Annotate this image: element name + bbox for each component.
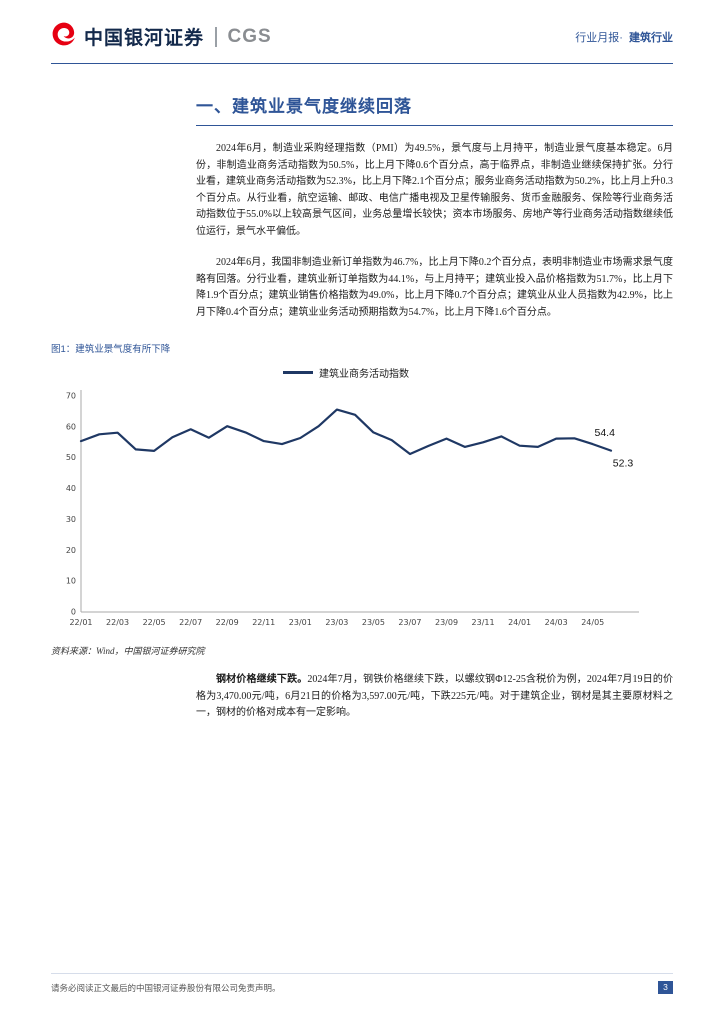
figure-caption: 图1：建筑业景气度有所下降 [51, 344, 171, 355]
svg-text:23/01: 23/01 [289, 618, 312, 627]
svg-text:22/05: 22/05 [143, 618, 166, 627]
paragraph-pmi: 2024年6月，制造业采购经理指数（PMI）为49.5%，景气度与上月持平，制造… [196, 143, 673, 237]
steel-body: 2024年7月，钢铁价格继续下跌，以螺纹钢Φ12-25含税价为例，2024年7月… [196, 674, 674, 718]
figure-chart: 建筑业商务活动指数 0 10 20 30 40 50 60 70 22/01 22/03 22/05… [51, 365, 673, 640]
disclaimer-text: 请务必阅读正文最后的中国银河证券股份有限公司免责声明。 [51, 982, 281, 993]
svg-text:0: 0 [71, 608, 76, 617]
report-type: 行业月报· [575, 31, 623, 44]
paragraph-neworders: 2024年6月，我国非制造业新订单指数为46.7%，比上月下降0.2个百分点，表… [196, 257, 673, 318]
paragraph-steel: 钢材价格继续下跌。2024年7月，钢铁价格继续下跌，以螺纹钢Φ12-25含税价为… [196, 672, 673, 722]
brand-name-cn: 中国银河证券 [84, 28, 205, 49]
svg-text:22/03: 22/03 [106, 618, 129, 627]
svg-text:60: 60 [66, 422, 76, 431]
brand-logo: 中国银河证券 CGS [51, 21, 272, 52]
main-content: 一、建筑业景气度继续回落 2024年6月，制造业采购经理指数（PMI）为49.5… [51, 92, 673, 722]
chart-legend: 建筑业商务活动指数 [51, 365, 641, 380]
svg-text:23/03: 23/03 [325, 618, 348, 627]
svg-text:54.4: 54.4 [595, 427, 616, 439]
page-header: 中国银河证券 CGS 行业月报· 建筑行业 [51, 20, 673, 64]
section-title-block: 一、建筑业景气度继续回落 [196, 92, 673, 126]
svg-text:30: 30 [66, 515, 76, 524]
legend-line-swatch [283, 371, 313, 374]
svg-text:52.3: 52.3 [613, 458, 634, 470]
svg-text:23/07: 23/07 [398, 618, 421, 627]
page-number-badge: 3 [658, 981, 673, 994]
svg-text:10: 10 [66, 577, 76, 586]
svg-text:22/01: 22/01 [69, 618, 92, 627]
page-footer: 请务必阅读正文最后的中国银河证券股份有限公司免责声明。 3 [51, 973, 673, 994]
svg-text:22/09: 22/09 [216, 618, 239, 627]
svg-text:24/01: 24/01 [508, 618, 531, 627]
report-type-label: 行业月报· 建筑行业 [575, 29, 673, 45]
galaxy-swirl-icon [51, 21, 77, 52]
brand-name-en: CGS [227, 25, 272, 47]
industry-name: 建筑行业 [629, 31, 673, 44]
svg-text:40: 40 [66, 484, 76, 493]
svg-text:50: 50 [66, 453, 76, 462]
line-chart: 0 10 20 30 40 50 60 70 22/01 22/03 22/05 22/07 22/09… [66, 390, 639, 627]
svg-text:24/05: 24/05 [581, 618, 604, 627]
svg-text:23/09: 23/09 [435, 618, 458, 627]
source-note: 资料来源：Wind，中国银河证券研究院 [51, 646, 205, 656]
svg-text:70: 70 [66, 392, 76, 401]
steel-lead: 钢材价格继续下跌。 [216, 674, 308, 685]
svg-text:22/11: 22/11 [252, 618, 275, 627]
svg-text:23/11: 23/11 [472, 618, 495, 627]
brand-divider [215, 26, 217, 47]
legend-label: 建筑业商务活动指数 [319, 369, 409, 380]
svg-text:23/05: 23/05 [362, 618, 385, 627]
svg-text:22/07: 22/07 [179, 618, 202, 627]
svg-text:20: 20 [66, 546, 76, 555]
section-title: 一、建筑业景气度继续回落 [196, 97, 412, 116]
svg-text:24/03: 24/03 [545, 618, 568, 627]
